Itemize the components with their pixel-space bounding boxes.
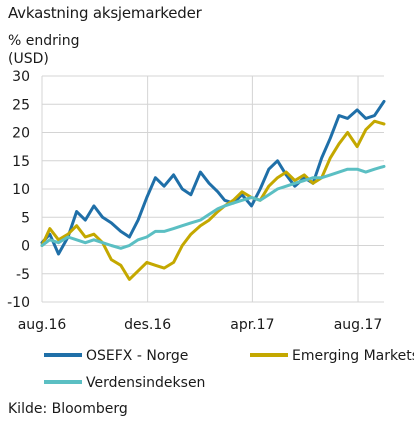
y-tick-label: 0 [21, 239, 30, 255]
y-tick-label: 10 [12, 182, 30, 198]
legend: OSEFX - Norge Emerging Markets Verdensinde… [44, 348, 414, 391]
y-tick-label: 5 [21, 210, 30, 226]
y-tick-label: 30 [12, 69, 30, 85]
series-line-2 [40, 164, 386, 250]
source-note: Kilde: Bloomberg [8, 401, 128, 417]
y-axis-label-line1: % endring [8, 33, 80, 49]
y-axis-label-line2: (USD) [8, 51, 49, 67]
y-tick-label: -10 [7, 295, 30, 311]
y-tick-labels: 30 25 20 15 10 5 0 -5 -10 [7, 69, 30, 311]
series-lines [40, 99, 386, 281]
y-tick-label: -5 [16, 267, 30, 283]
legend-label: OSEFX - Norge [86, 348, 188, 364]
x-tick-label: aug.16 [18, 317, 67, 333]
y-tick-label: 15 [12, 154, 30, 170]
series-line-1 [40, 119, 386, 281]
legend-label: Verdensindeksen [86, 375, 205, 391]
y-tick-label: 25 [12, 97, 30, 113]
x-tick-label: des.16 [124, 317, 171, 333]
series-line-0 [40, 99, 386, 256]
y-tick-label: 20 [12, 126, 30, 142]
x-tick-label: aug.17 [334, 317, 383, 333]
x-tick-labels: aug.16 des.16 apr.17 aug.17 [18, 317, 383, 333]
chart-title: Avkastning aksjemarkeder [8, 4, 202, 22]
legend-label: Emerging Markets [292, 348, 414, 364]
grid-lines [41, 75, 384, 303]
x-tick-label: apr.17 [230, 317, 274, 333]
